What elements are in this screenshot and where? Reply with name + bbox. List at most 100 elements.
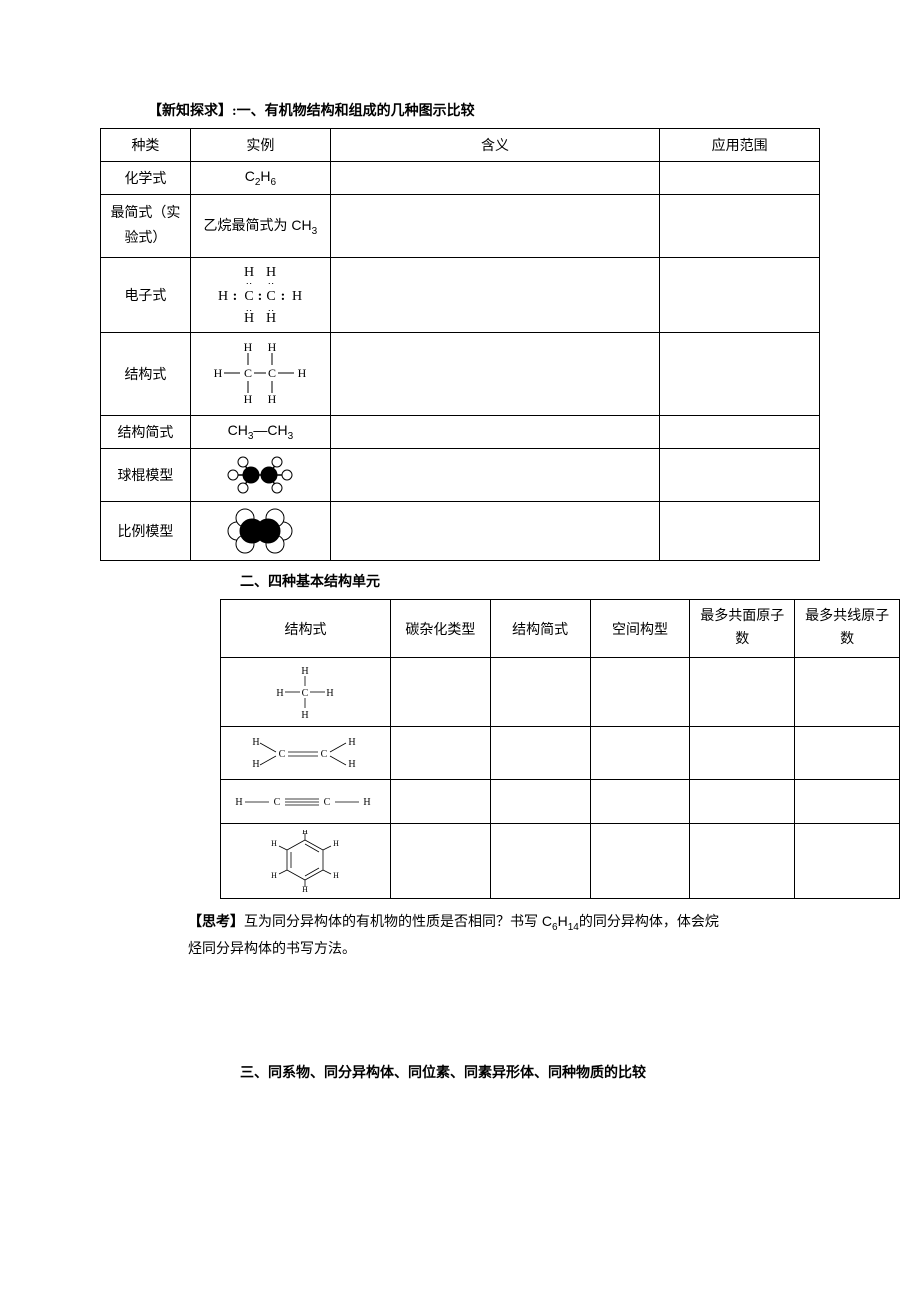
cell-example-ballstick <box>190 449 330 502</box>
svg-text:H: H <box>303 830 309 836</box>
cell-example: 乙烷最简式为 CH3 <box>190 195 330 258</box>
cell-scope <box>660 416 820 449</box>
table-row: 化学式 C2H6 <box>101 162 820 195</box>
svg-text:H: H <box>268 340 277 354</box>
ball-stick-model <box>215 455 305 495</box>
cell-kind: 比例模型 <box>101 502 191 561</box>
table-row: H H H H H H <box>221 824 900 899</box>
cell-scope <box>660 502 820 561</box>
table-row: 比例模型 <box>101 502 820 561</box>
svg-text:H: H <box>298 366 307 380</box>
section2-title: 二、四种基本结构单元 <box>240 571 820 591</box>
table-row: H H C C H H <box>221 727 900 780</box>
header: 碳杂化类型 <box>390 600 490 658</box>
cell-meaning <box>330 502 659 561</box>
svg-text::: : <box>281 289 286 304</box>
cell-scope <box>660 258 820 333</box>
header-kind: 种类 <box>101 129 191 162</box>
svg-text:H: H <box>244 340 253 354</box>
svg-text:H: H <box>244 392 253 406</box>
svg-text:C: C <box>268 366 276 380</box>
think-text-pre: 互为同分异构体的有机物的性质是否相同？书写 <box>244 915 538 930</box>
header: 结构式 <box>221 600 391 658</box>
header: 空间构型 <box>590 600 690 658</box>
svg-text:H: H <box>364 797 371 808</box>
table-row: H C C H <box>221 780 900 824</box>
cell-scope <box>660 195 820 258</box>
cell-meaning <box>330 333 659 416</box>
svg-text:C: C <box>321 749 328 760</box>
svg-text:H: H <box>302 710 309 720</box>
table-row: 最简式（实验式） 乙烷最简式为 CH3 <box>101 195 820 258</box>
svg-text:H: H <box>268 392 277 406</box>
cell-scope <box>660 333 820 416</box>
cell-scope <box>660 449 820 502</box>
svg-text:‥: ‥ <box>246 276 253 287</box>
svg-text:H: H <box>218 289 228 304</box>
header: 结构简式 <box>490 600 590 658</box>
svg-text:H: H <box>253 737 260 748</box>
svg-text:H: H <box>214 366 223 380</box>
svg-text:H: H <box>272 839 278 848</box>
header-meaning: 含义 <box>330 129 659 162</box>
cell-example: C2H6 <box>190 162 330 195</box>
header: 最多共面原子数 <box>690 600 795 658</box>
svg-text::: : <box>258 289 263 304</box>
table-row: 种类 实例 含义 应用范围 <box>101 129 820 162</box>
cell-scope <box>660 162 820 195</box>
cell-kind: 最简式（实验式） <box>101 195 191 258</box>
svg-text:H: H <box>349 759 356 770</box>
svg-text:H: H <box>302 666 309 677</box>
svg-text:H: H <box>303 885 309 892</box>
header-scope: 应用范围 <box>660 129 820 162</box>
svg-text:H: H <box>253 759 260 770</box>
cell-example-structural: H H H C C H H H <box>190 333 330 416</box>
cell-meaning <box>330 195 659 258</box>
table-representations: 种类 实例 含义 应用范围 化学式 C2H6 最简式（实验式） 乙烷最简式为 C… <box>100 128 820 561</box>
cell-kind: 结构简式 <box>101 416 191 449</box>
cell-example-condensed: CH3—CH3 <box>190 416 330 449</box>
structure-benzene: H H H H H H <box>221 824 391 899</box>
table-row: 电子式 H H ‥ ‥ H : C : C : H ‥ ‥ H <box>101 258 820 333</box>
svg-text:C: C <box>324 797 331 808</box>
svg-text::: : <box>233 289 238 304</box>
cell-example-electron: H H ‥ ‥ H : C : C : H ‥ ‥ H H <box>190 258 330 333</box>
think-label: 【思考】 <box>188 915 244 930</box>
structure-methane: H H C H H <box>221 658 391 727</box>
table-structural-units: 结构式 碳杂化类型 结构简式 空间构型 最多共面原子数 最多共线原子数 H H … <box>220 599 900 899</box>
structure-ethene: H H C C H H <box>221 727 391 780</box>
table-row: 结构式 碳杂化类型 结构简式 空间构型 最多共面原子数 最多共线原子数 <box>221 600 900 658</box>
cell-meaning <box>330 162 659 195</box>
cell-meaning <box>330 258 659 333</box>
think-paragraph: 【思考】互为同分异构体的有机物的性质是否相同？书写 C6H14的同分异构体，体会… <box>188 909 732 962</box>
svg-text:C: C <box>245 289 254 304</box>
svg-text:H: H <box>349 737 356 748</box>
space-filling-model <box>215 508 305 554</box>
svg-text:C: C <box>244 366 252 380</box>
section1-title-text: 一、有机物结构和组成的几种图示比较 <box>237 104 475 119</box>
svg-text:C: C <box>302 688 309 699</box>
table-row: 结构式 H H H C C H H H <box>101 333 820 416</box>
cell-meaning <box>330 416 659 449</box>
svg-text:‥: ‥ <box>268 276 275 287</box>
table-row: 球棍模型 <box>101 449 820 502</box>
svg-text:H: H <box>327 688 334 699</box>
structure-ethyne: H C C H <box>221 780 391 824</box>
table-row: H H C H H <box>221 658 900 727</box>
svg-text:H: H <box>334 839 340 848</box>
cell-kind: 结构式 <box>101 333 191 416</box>
svg-text:H: H <box>266 311 276 326</box>
svg-text:H: H <box>334 871 340 880</box>
svg-text:C: C <box>274 797 281 808</box>
header: 最多共线原子数 <box>795 600 900 658</box>
svg-text:H: H <box>272 871 278 880</box>
table-row: 结构简式 CH3—CH3 <box>101 416 820 449</box>
svg-text:H: H <box>292 289 302 304</box>
section1-title: 【新知探求】:一、有机物结构和组成的几种图示比较 <box>148 100 820 120</box>
svg-text:H: H <box>277 688 284 699</box>
svg-text:C: C <box>267 289 276 304</box>
cell-kind: 电子式 <box>101 258 191 333</box>
cell-meaning <box>330 449 659 502</box>
electron-dot-diagram: H H ‥ ‥ H : C : C : H ‥ ‥ H H <box>205 264 315 326</box>
cell-example-spacefill <box>190 502 330 561</box>
